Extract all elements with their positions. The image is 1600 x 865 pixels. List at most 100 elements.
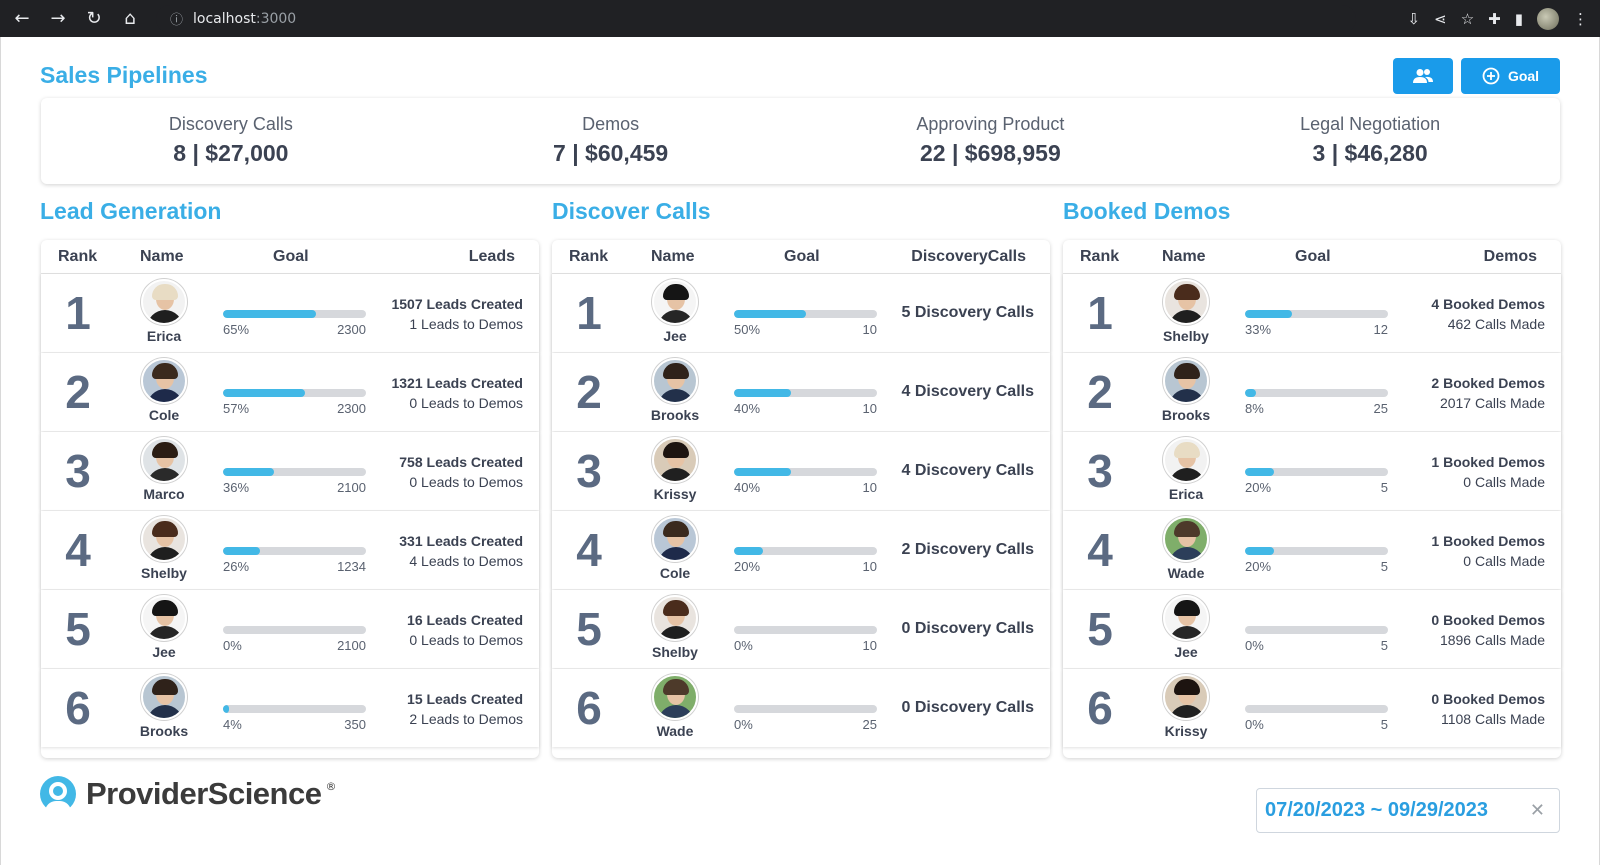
progress-percent: 0%: [1245, 638, 1264, 653]
progress-percent: 33%: [1245, 322, 1272, 337]
avatar: [652, 595, 698, 641]
table-row[interactable]: 4 Shelby 26% 1234 331 Leads Created 4 Leads t…: [41, 511, 539, 589]
profile-avatar[interactable]: [1537, 7, 1559, 30]
person-name: Brooks: [139, 723, 189, 739]
date-range-picker[interactable]: 07/20/2023 ~ 09/29/2023 ✕: [1256, 788, 1560, 833]
back-icon[interactable]: ←: [14, 8, 30, 29]
goal-target: 5: [1380, 717, 1388, 732]
table-row[interactable]: 3 Marco 36% 2100 758 Leads Created 0 Leads to…: [41, 432, 539, 510]
goal-progress-bar: [223, 626, 366, 634]
goal-target: 10: [862, 401, 877, 416]
secondary-metric: 1 Leads to Demos: [409, 316, 523, 332]
header-rank: Rank: [58, 247, 98, 265]
extensions-icon[interactable]: ✚: [1488, 9, 1501, 28]
table-row[interactable]: 6 Wade 0% 25 0 Discovery Calls: [552, 669, 1050, 747]
home-icon[interactable]: ⌂: [124, 8, 136, 29]
reload-icon[interactable]: ↻: [86, 8, 102, 29]
primary-metric: 331 Leads Created: [399, 533, 523, 549]
forward-icon[interactable]: →: [50, 8, 66, 29]
table-row[interactable]: 5 Jee 0% 5 0 Booked Demos 1896 Calls Made: [1063, 590, 1561, 668]
progress-percent: 4%: [223, 717, 242, 732]
rank-number: 5: [1087, 603, 1113, 655]
primary-metric: 0 Booked Demos: [1431, 612, 1545, 628]
goal-target: 2300: [337, 322, 366, 337]
add-goal-button[interactable]: Goal: [1461, 58, 1560, 94]
pipeline-value: 22 | $698,959: [920, 140, 1061, 166]
pipeline-approving-product: Approving Product 22 | $698,959: [801, 98, 1181, 184]
goal-target: 10: [862, 638, 877, 653]
avatar: [652, 358, 698, 404]
plus-circle-icon: [1482, 67, 1500, 85]
table-row[interactable]: 2 Brooks 8% 25 2 Booked Demos 2017 Calls Made: [1063, 353, 1561, 431]
table-row[interactable]: 3 Erica 20% 5 1 Booked Demos 0 Calls Made: [1063, 432, 1561, 510]
table-row[interactable]: 1 Shelby 33% 12 4 Booked Demos 462 Calls Made: [1063, 274, 1561, 352]
goal-target: 5: [1380, 638, 1388, 653]
avatar: [1163, 358, 1209, 404]
lead-generation-title: Lead Generation: [40, 198, 222, 224]
table-row[interactable]: 2 Brooks 40% 10 4 Discovery Calls: [552, 353, 1050, 431]
site-info-icon[interactable]: ⓘ: [170, 13, 184, 28]
goal-target: 5: [1380, 559, 1388, 574]
progress-percent: 40%: [734, 401, 761, 416]
goal-button-label: Goal: [1507, 68, 1540, 84]
progress-percent: 20%: [1245, 559, 1272, 574]
table-row[interactable]: 5 Shelby 0% 10 0 Discovery Calls: [552, 590, 1050, 668]
primary-metric: 758 Leads Created: [399, 454, 523, 470]
goal-progress-bar: [1245, 468, 1388, 476]
clear-icon[interactable]: ✕: [1529, 800, 1545, 821]
person-name: Brooks: [1161, 407, 1211, 423]
address-bar[interactable]: ⓘ localhost :3000: [156, 4, 1356, 33]
side-panel-icon[interactable]: ▮: [1514, 9, 1523, 28]
table-row[interactable]: 4 Wade 20% 5 1 Booked Demos 0 Calls Made: [1063, 511, 1561, 589]
menu-kebab-icon[interactable]: ⋮: [1573, 9, 1588, 28]
table-row[interactable]: 5 Jee 0% 2100 16 Leads Created 0 Leads to Dem…: [41, 590, 539, 668]
person-name: Brooks: [650, 407, 700, 423]
table-row[interactable]: 3 Krissy 40% 10 4 Discovery Calls: [552, 432, 1050, 510]
goal-target: 10: [862, 559, 877, 574]
table-row[interactable]: 2 Cole 57% 2300 1321 Leads Created 0 Leads to…: [41, 353, 539, 431]
goal-target: 25: [1373, 401, 1388, 416]
header-metric: Demos: [1483, 247, 1537, 265]
table-row[interactable]: 1 Erica 65% 2300 1507 Leads Created 1 Leads t…: [41, 274, 539, 352]
avatar: [141, 279, 187, 325]
secondary-metric: 0 Leads to Demos: [409, 395, 523, 411]
secondary-metric: 1896 Calls Made: [1439, 632, 1545, 648]
primary-metric: 4 Booked Demos: [1431, 296, 1545, 312]
progress-percent: 20%: [734, 559, 761, 574]
goal-progress-fill: [734, 310, 806, 318]
goal-target: 25: [862, 717, 877, 732]
pipeline-label: Legal Negotiation: [1300, 114, 1441, 134]
table-row[interactable]: 1 Jee 50% 10 5 Discovery Calls: [552, 274, 1050, 352]
goal-progress-fill: [734, 389, 792, 397]
primary-metric: 0 Discovery Calls: [901, 699, 1034, 716]
pipeline-summary: Discovery Calls 8 | $27,000 Demos 7 | $6…: [41, 98, 1560, 184]
goal-progress-bar: [1245, 310, 1388, 318]
goal-progress-bar: [734, 310, 877, 318]
person-name: Jee: [152, 644, 176, 660]
table-row[interactable]: 6 Krissy 0% 5 0 Booked Demos 1108 Calls Made: [1063, 669, 1561, 747]
avatar: [1163, 674, 1209, 720]
avatar: [141, 437, 187, 483]
goal-progress-fill: [734, 468, 792, 476]
avatar: [1163, 595, 1209, 641]
table-header: Rank Name Goal Demos: [1063, 240, 1561, 274]
table-row[interactable]: 4 Cole 20% 10 2 Discovery Calls: [552, 511, 1050, 589]
bookmark-star-icon[interactable]: ☆: [1460, 9, 1475, 28]
table-row[interactable]: 6 Brooks 4% 350 15 Leads Created 2 Leads to D…: [41, 669, 539, 747]
progress-percent: 20%: [1245, 480, 1272, 495]
progress-percent: 0%: [223, 638, 242, 653]
share-icon[interactable]: ⋖: [1434, 9, 1447, 28]
registered-mark: ®: [325, 780, 337, 793]
header-name: Name: [651, 247, 695, 265]
install-icon[interactable]: ⇩: [1407, 9, 1421, 28]
browser-toolbar: ← → ↻ ⌂ ⓘ localhost :3000 ⇩ ⋖ ☆ ✚ ▮ ⋮: [0, 0, 1600, 37]
team-button[interactable]: [1393, 58, 1453, 94]
person-name: Erica: [1168, 486, 1204, 502]
goal-progress-bar: [223, 547, 366, 555]
rank-number: 5: [65, 603, 91, 655]
person-name: Krissy: [653, 486, 697, 502]
goal-target: 2300: [337, 401, 366, 416]
avatar: [1163, 279, 1209, 325]
goal-progress-bar: [1245, 389, 1388, 397]
progress-percent: 8%: [1245, 401, 1264, 416]
